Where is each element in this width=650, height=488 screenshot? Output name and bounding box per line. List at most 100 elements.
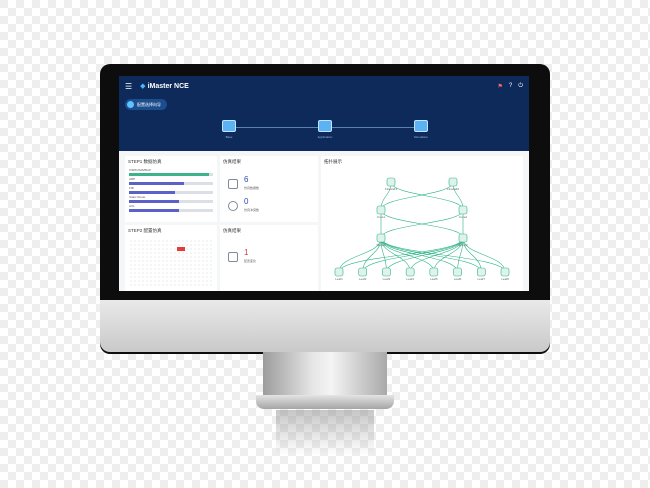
bar-label: ARP [129,177,136,181]
app-logo-icon: ◆ [140,83,146,90]
network-device-icon [453,267,462,277]
topology-link [380,209,464,239]
step-label: Application [317,135,333,139]
bar-row: ACL [129,204,213,212]
monitor-chin [100,300,550,352]
topology-link [338,237,382,273]
network-device-icon [429,267,439,277]
content-panel: STEP1 数据仿真 OSPF/ISIS/BGP ARP FIB Static Rou… [119,151,529,291]
device-selector-label: 配置选择向导 [137,101,161,107]
topology-link [338,237,464,273]
stat-label: 仿真冲突数 [244,208,260,212]
topology-node-c1[interactable]: Core1 [376,205,386,219]
topology-node-label: Leaf4 [406,277,414,281]
topology-node-s1[interactable]: Spine1 [376,233,386,247]
bar-row: ARP [129,177,213,185]
bar-label: FIB [129,186,134,190]
bar-label: OSPF/ISIS/BGP [129,168,151,172]
bar-label: ACL [129,204,135,208]
step-label: Base [225,135,233,139]
card-title: 仿真结果 [223,159,241,164]
topology-node-label: Firewall1 [385,187,397,191]
topology-node-label: Core1 [377,215,386,219]
database-icon [228,179,238,189]
power-icon[interactable]: ⏻ [518,82,523,89]
stat-label: 配置变化 [244,259,257,263]
card-step1: STEP1 数据仿真 OSPF/ISIS/BGP ARP FIB Static Rou… [125,156,217,222]
network-device-icon [458,233,468,243]
card-topology: 拓扑展示 Firewall1 Firewall2 Core1 Core2 Spine1 S… [321,156,523,291]
topology-node-label: Spine2 [458,243,468,247]
step-application[interactable]: Application [315,120,335,139]
bar-track [129,191,213,194]
bar-row: FIB [129,186,213,194]
help-icon[interactable]: ? [508,82,513,89]
topology-node-c2[interactable]: Core2 [458,205,468,219]
topology-node-l5[interactable]: Leaf5 [429,267,439,281]
card-result-bottom: 仿真结果 1 配置变化 [220,225,318,291]
cube-icon [318,120,332,132]
bar-row: OSPF/ISIS/BGP [129,168,213,176]
network-device-icon [334,267,344,277]
bar-label: Static Route [129,195,146,199]
top-bar: ☰ ◆ iMaster NCE ⚑ ? ⏻ [119,76,529,96]
network-device-icon [358,267,368,277]
network-device-icon [376,233,386,243]
app-title: iMaster NCE [147,82,189,90]
topology-node-label: Firewall2 [447,187,459,191]
document-icon [228,252,238,262]
bar-fill [129,200,180,203]
bar-track [129,200,213,203]
network-device-icon [376,205,386,215]
topology-node-l7[interactable]: Leaf7 [476,267,486,281]
card-title: STEP1 数据仿真 [128,159,162,164]
bar-row: Static Route [129,195,213,203]
topology-node-label: Leaf1 [335,277,343,281]
topology-link [462,237,506,273]
stand-reflection [276,410,374,455]
config-grid [129,239,213,287]
topology-node-label: Leaf8 [501,277,509,281]
topology-link [386,237,464,273]
card-result-top: 仿真结果 6 仿真数据数 0 仿真冲突数 [220,156,318,222]
device-icon [127,101,134,108]
topology-node-fw1[interactable]: Firewall1 [385,177,397,191]
topology-node-l1[interactable]: Leaf1 [334,267,344,281]
topology-node-l8[interactable]: Leaf8 [500,267,510,281]
card-title: 拓扑展示 [324,159,342,164]
alarm-icon[interactable]: ⚑ [497,83,503,90]
topology-node-l6[interactable]: Leaf6 [453,267,462,281]
network-device-icon [405,267,415,277]
topology-node-label: Spine1 [376,243,386,247]
bar-fill [129,173,209,176]
topology-link [380,237,506,273]
nodes-icon [228,201,238,211]
network-device-icon [448,177,458,187]
step-progress: Base Application Simulation [219,120,431,150]
step-base[interactable]: Base [219,120,239,139]
step-label: Simulation [413,135,428,139]
topology-link [362,237,464,273]
device-selector-pill[interactable]: 配置选择向导 [125,99,167,110]
topology-node-label: Leaf3 [383,277,391,281]
highlight-block [177,247,185,251]
topology-node-fw2[interactable]: Firewall2 [447,177,459,191]
server-icon [414,120,428,132]
bar-fill [129,191,176,194]
bar-track [129,209,213,212]
network-device-icon [382,267,391,277]
topology-link [380,237,435,273]
bar-track [129,173,213,176]
card-step2: STEP2 配置仿真 [125,225,217,291]
hamburger-menu-icon[interactable]: ☰ [125,81,133,91]
bar-track [129,182,213,185]
topology-node-label: Leaf6 [454,277,462,281]
topology-node-l4[interactable]: Leaf4 [405,267,415,281]
topology-node-l2[interactable]: Leaf2 [358,267,368,281]
network-device-icon [458,205,468,215]
network-device-icon [500,267,510,277]
step-simulation[interactable]: Simulation [411,120,431,139]
topology-node-s2[interactable]: Spine2 [458,233,468,247]
network-device-icon [476,267,486,277]
topology-node-l3[interactable]: Leaf3 [382,267,391,281]
